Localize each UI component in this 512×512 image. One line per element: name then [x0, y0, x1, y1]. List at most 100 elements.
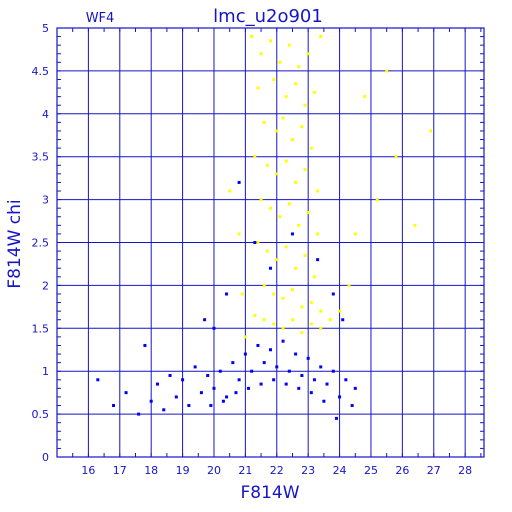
data-point	[250, 35, 254, 39]
data-point	[316, 189, 320, 193]
data-point	[334, 416, 338, 420]
data-point	[155, 382, 159, 386]
data-point	[300, 125, 304, 129]
y-tick-label: 2.5	[32, 237, 50, 250]
data-point	[275, 129, 279, 133]
data-point	[262, 283, 266, 287]
data-point	[275, 172, 279, 176]
data-point	[234, 391, 238, 395]
data-point	[269, 348, 272, 352]
data-point	[124, 391, 128, 395]
data-point	[262, 120, 266, 124]
data-point	[269, 39, 272, 43]
y-tick-label: 1	[42, 365, 49, 378]
data-point	[250, 369, 254, 373]
data-point	[290, 288, 294, 292]
data-point	[297, 65, 301, 69]
x-tick-label: 27	[427, 464, 441, 477]
data-point	[262, 318, 266, 322]
x-tick-label: 25	[364, 464, 378, 477]
data-point	[265, 163, 269, 167]
data-point	[187, 404, 191, 408]
data-point	[212, 326, 216, 330]
y-tick-label: 3.5	[32, 151, 50, 164]
gridlines	[57, 27, 484, 458]
data-point	[319, 326, 323, 330]
data-point	[203, 318, 207, 322]
data-point	[297, 386, 301, 390]
data-point	[284, 382, 288, 386]
data-point	[275, 365, 279, 369]
data-point	[225, 395, 229, 399]
y-tick-label: 4	[42, 108, 49, 121]
data-point	[350, 404, 354, 408]
data-point	[272, 378, 276, 382]
data-point	[240, 292, 244, 296]
data-point	[316, 232, 320, 236]
data-point	[328, 318, 332, 322]
data-point	[300, 373, 304, 377]
data-point	[247, 386, 251, 390]
y-tick-label: 0.5	[32, 408, 50, 421]
data-point	[331, 369, 335, 373]
x-axis-title: F814W	[240, 483, 299, 503]
data-point	[206, 373, 210, 377]
data-point	[259, 52, 263, 56]
data-point	[297, 223, 301, 227]
data-point	[237, 378, 241, 382]
data-point	[272, 77, 276, 81]
data-points	[96, 35, 433, 420]
data-point	[385, 69, 389, 73]
data-point	[338, 309, 342, 313]
data-point	[322, 399, 326, 403]
data-point	[199, 391, 203, 395]
data-point	[284, 159, 288, 163]
x-tick-label: 17	[113, 464, 127, 477]
data-point	[300, 331, 304, 335]
data-point	[112, 404, 116, 408]
data-point	[284, 95, 288, 99]
data-point	[168, 373, 172, 377]
data-point	[290, 318, 294, 322]
data-point	[413, 223, 417, 227]
data-point	[96, 378, 100, 382]
data-point	[341, 318, 345, 322]
data-point	[253, 241, 257, 244]
data-point	[221, 399, 225, 403]
data-point	[294, 266, 298, 270]
data-point	[303, 103, 307, 107]
data-point	[281, 296, 285, 300]
data-point	[237, 180, 241, 184]
data-point	[278, 215, 282, 219]
data-point	[262, 361, 266, 365]
x-tick-label: 19	[176, 464, 190, 477]
data-point	[269, 266, 272, 270]
data-point	[278, 60, 282, 64]
data-point	[344, 378, 348, 382]
data-point	[174, 395, 178, 399]
y-axis-ticks: 0 0.5 1 1.5 2 2.5 3 3.5 4 4.5 5	[32, 22, 484, 464]
data-point	[265, 249, 269, 253]
data-point	[353, 232, 357, 236]
data-point	[309, 322, 313, 326]
y-tick-label: 5	[42, 22, 49, 35]
data-point	[294, 82, 298, 86]
panel-label: WF4	[86, 11, 115, 26]
data-point	[284, 245, 288, 249]
x-tick-label: 24	[333, 464, 347, 477]
data-point	[300, 305, 304, 309]
data-point	[193, 365, 197, 369]
data-point	[225, 292, 229, 296]
data-point	[259, 382, 263, 386]
data-point	[309, 391, 313, 395]
data-point	[272, 322, 276, 326]
chart-title: lmc_u2o901	[213, 6, 323, 27]
x-tick-label: 22	[270, 464, 284, 477]
data-point	[303, 253, 307, 257]
data-point	[331, 292, 335, 296]
data-point	[143, 343, 147, 347]
data-point	[231, 361, 235, 365]
data-point	[338, 395, 342, 399]
x-axis-ticks: 16 17 18 19 20 21 22 23 24 25 26 27 28	[56, 28, 482, 477]
